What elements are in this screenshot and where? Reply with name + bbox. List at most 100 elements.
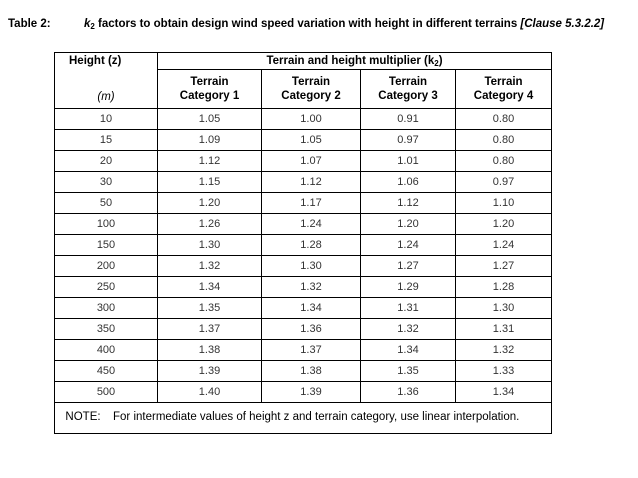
- category-3-cell: 1.35: [360, 359, 456, 382]
- category-1-header: Terrain Category 1: [157, 69, 262, 109]
- category-1-cell: 1.39: [157, 359, 262, 382]
- category-2-header: Terrain Category 2: [261, 69, 361, 109]
- category-1-cell: 1.05: [157, 107, 262, 130]
- height-cell: 250: [54, 275, 158, 298]
- height-cell: 300: [54, 296, 158, 319]
- category-4-cell: 1.24: [454, 233, 553, 256]
- height-unit: (m): [54, 69, 158, 109]
- multiplier-header: Terrain and height multiplier (k2): [156, 52, 553, 70]
- category-1-cell: 1.30: [157, 233, 262, 256]
- table-title: k2 factors to obtain design wind speed v…: [84, 18, 628, 33]
- table-row: 450 1.39 1.38 1.35 1.33: [54, 359, 553, 382]
- height-cell: 15: [54, 128, 158, 151]
- category-4-cell: 0.80: [454, 149, 553, 172]
- table-row: 300 1.35 1.34 1.31 1.30: [54, 296, 553, 319]
- category-4-cell: 1.32: [454, 338, 553, 361]
- category-2-cell: 1.37: [261, 338, 361, 361]
- category-2-cell: 1.34: [261, 296, 361, 319]
- category-3-cell: 0.97: [360, 128, 456, 151]
- category-4-cell: 1.20: [454, 212, 553, 235]
- k2-factor-table: Height (z) Terrain and height multiplier…: [53, 52, 553, 434]
- note-label: NOTE:: [65, 411, 101, 423]
- category-3-cell: 0.91: [360, 107, 456, 130]
- category-2-line2: Category 2: [281, 89, 341, 102]
- height-cell: 400: [54, 338, 158, 361]
- category-4-cell: 1.30: [454, 296, 553, 319]
- note-row: NOTE: For intermediate values of height …: [53, 401, 553, 434]
- category-4-cell: 0.80: [454, 107, 553, 130]
- category-1-cell: 1.34: [157, 275, 262, 298]
- category-3-cell: 1.36: [360, 380, 456, 403]
- table-title-text: factors to obtain design wind speed vari…: [94, 18, 521, 30]
- header-row-categories: (m) Terrain Category 1 Terrain Category 2 …: [54, 69, 553, 109]
- category-3-header: Terrain Category 3: [360, 69, 456, 109]
- k-subscript: 2: [90, 22, 95, 31]
- note-text: For intermediate values of height z and …: [113, 411, 520, 423]
- category-4-cell: 1.10: [454, 191, 553, 214]
- height-cell: 450: [54, 359, 158, 382]
- height-cell: 350: [54, 317, 158, 340]
- category-3-cell: 1.12: [360, 191, 456, 214]
- table-row: 400 1.38 1.37 1.34 1.32: [54, 338, 553, 361]
- multiplier-header-subscript: 2: [434, 58, 439, 68]
- category-1-cell: 1.32: [157, 254, 262, 277]
- category-3-cell: 1.31: [360, 296, 456, 319]
- category-4-cell: 1.33: [454, 359, 553, 382]
- category-3-cell: 1.24: [360, 233, 456, 256]
- category-2-cell: 1.38: [261, 359, 361, 382]
- multiplier-header-suffix: ): [438, 54, 443, 67]
- height-cell: 50: [54, 191, 158, 214]
- category-1-cell: 1.38: [157, 338, 262, 361]
- table-row: 20 1.12 1.07 1.01 0.80: [54, 149, 553, 172]
- clause-reference: [Clause 5.3.2.2]: [520, 18, 605, 30]
- table-row: 50 1.20 1.17 1.12 1.10: [54, 191, 553, 214]
- category-2-cell: 1.30: [261, 254, 361, 277]
- height-cell: 100: [54, 212, 158, 235]
- category-4-cell: 1.28: [454, 275, 553, 298]
- category-4-cell: 1.27: [454, 254, 553, 277]
- category-2-cell: 1.17: [261, 191, 361, 214]
- table-row: 30 1.15 1.12 1.06 0.97: [54, 170, 553, 193]
- height-cell: 20: [54, 149, 158, 172]
- table-row: 200 1.32 1.30 1.27 1.27: [54, 254, 553, 277]
- height-cell: 10: [54, 107, 158, 130]
- category-3-line1: Terrain: [388, 75, 428, 88]
- category-4-line2: Category 4: [473, 89, 534, 102]
- category-4-cell: 0.80: [454, 128, 553, 151]
- table-body: 10 1.05 1.00 0.91 0.80 15 1.09 1.05 0.97 0.80 20 1.…: [54, 107, 553, 403]
- multiplier-header-text: Terrain and height multiplier (k: [266, 54, 435, 67]
- category-2-cell: 1.07: [261, 149, 361, 172]
- category-4-cell: 1.31: [454, 317, 553, 340]
- category-2-cell: 1.00: [261, 107, 361, 130]
- category-2-cell: 1.28: [261, 233, 361, 256]
- category-2-cell: 1.12: [261, 170, 361, 193]
- category-1-cell: 1.09: [157, 128, 262, 151]
- table-row: 350 1.37 1.36 1.32 1.31: [54, 317, 553, 340]
- category-3-line2: Category 3: [378, 89, 438, 102]
- category-1-cell: 1.26: [157, 212, 262, 235]
- category-3-cell: 1.27: [360, 254, 456, 277]
- category-4-cell: 0.97: [454, 170, 553, 193]
- category-1-line1: Terrain: [190, 75, 229, 88]
- table-label: Table 2:: [8, 18, 51, 30]
- category-1-cell: 1.12: [157, 149, 262, 172]
- k-symbol: k: [84, 18, 91, 30]
- category-2-cell: 1.36: [261, 317, 361, 340]
- category-1-cell: 1.40: [157, 380, 262, 403]
- table-row: 15 1.09 1.05 0.97 0.80: [54, 128, 553, 151]
- category-2-cell: 1.05: [261, 128, 361, 151]
- category-1-line2: Category 1: [179, 89, 240, 102]
- category-3-cell: 1.20: [360, 212, 456, 235]
- note-cell: NOTE: For intermediate values of height …: [53, 401, 553, 434]
- category-3-cell: 1.29: [360, 275, 456, 298]
- category-3-cell: 1.06: [360, 170, 456, 193]
- category-4-header: Terrain Category 4: [454, 69, 553, 109]
- category-2-cell: 1.32: [261, 275, 361, 298]
- height-cell: 500: [54, 380, 158, 403]
- height-cell: 30: [54, 170, 158, 193]
- category-3-cell: 1.01: [360, 149, 456, 172]
- category-2-cell: 1.24: [261, 212, 361, 235]
- table-row: 500 1.40 1.39 1.36 1.34: [54, 380, 553, 403]
- category-1-cell: 1.15: [157, 170, 262, 193]
- height-header: Height (z): [54, 52, 158, 70]
